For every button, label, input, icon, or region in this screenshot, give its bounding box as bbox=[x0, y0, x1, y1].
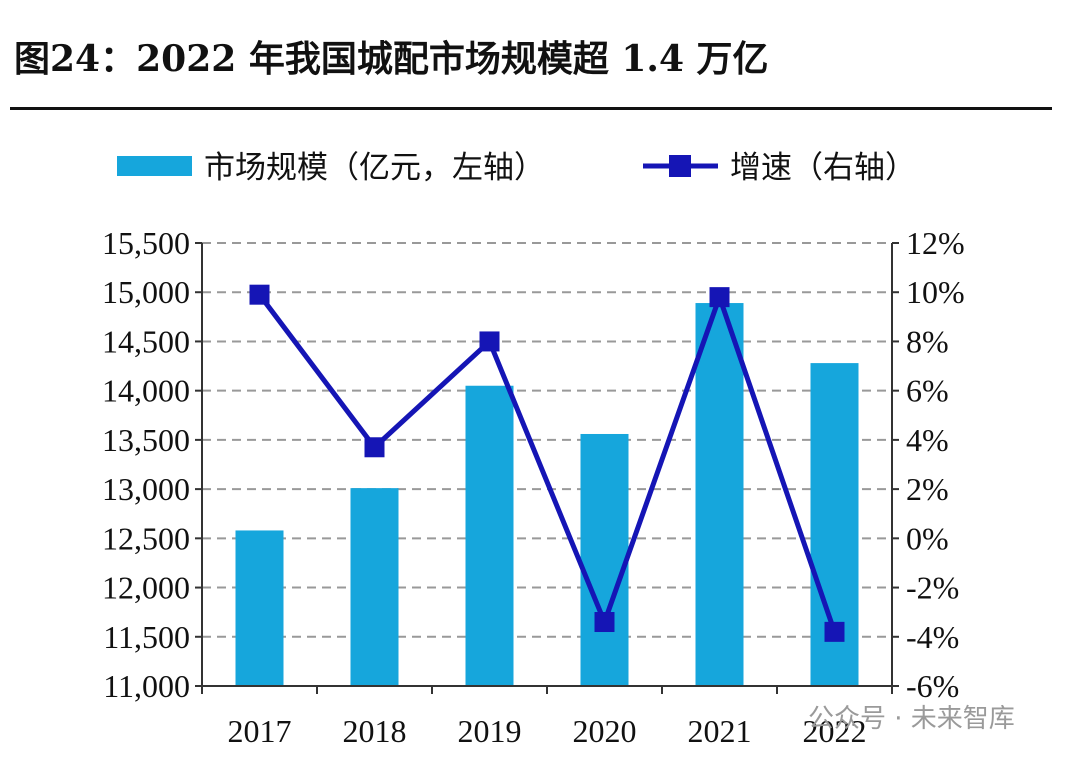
y-right-label: 4% bbox=[906, 422, 949, 458]
growth-marker-2022 bbox=[824, 621, 845, 642]
tick-labels: 11,000 11,500 12,000 12,500 13,000 13,500 14,0… bbox=[102, 225, 965, 749]
line-series bbox=[249, 284, 845, 642]
x-label: 2020 bbox=[573, 713, 637, 749]
y-left-label: 11,500 bbox=[103, 619, 190, 655]
y-right-label: -2% bbox=[906, 570, 959, 606]
y-left-label: 14,500 bbox=[102, 323, 190, 359]
y-left-label: 15,500 bbox=[102, 225, 190, 261]
y-right-label: 6% bbox=[906, 373, 949, 409]
y-right-label: 8% bbox=[906, 323, 949, 359]
x-label: 2019 bbox=[458, 713, 522, 749]
legend: 市场规模（亿元，左轴） 增速（右轴） bbox=[117, 150, 916, 186]
growth-line bbox=[257, 293, 837, 633]
y-left-label: 13,500 bbox=[102, 422, 190, 458]
growth-marker-2021 bbox=[709, 287, 730, 308]
bar-2017 bbox=[235, 530, 284, 686]
legend-marker bbox=[669, 155, 691, 177]
gridlines bbox=[202, 242, 892, 638]
watermark-text: 公众号 · 未来智库 bbox=[808, 704, 1015, 734]
y-left-label: 12,500 bbox=[102, 520, 190, 556]
x-label: 2022 bbox=[803, 713, 867, 749]
legend-label-bar: 市场规模（亿元，左轴） bbox=[204, 150, 545, 186]
title-rule bbox=[10, 107, 1052, 110]
growth-marker-2019 bbox=[479, 331, 500, 352]
bar-2018 bbox=[350, 488, 399, 686]
growth-marker-2017 bbox=[249, 284, 270, 305]
x-label: 2017 bbox=[228, 713, 292, 749]
growth-marker-2020 bbox=[594, 612, 615, 633]
x-label: 2021 bbox=[688, 713, 752, 749]
axes bbox=[195, 242, 899, 694]
bar-series bbox=[235, 303, 859, 686]
bar-2019 bbox=[465, 385, 514, 686]
y-right-label: 2% bbox=[906, 471, 949, 507]
y-left-label: 13,000 bbox=[102, 471, 190, 507]
y-right-label: -4% bbox=[906, 619, 959, 655]
bar-2021 bbox=[695, 303, 744, 686]
y-right-label: -6% bbox=[906, 668, 959, 704]
x-label: 2018 bbox=[343, 713, 407, 749]
y-left-label: 11,000 bbox=[103, 668, 190, 704]
bar-2020 bbox=[580, 433, 629, 686]
y-left-label: 14,000 bbox=[102, 373, 190, 409]
y-right-label: 0% bbox=[906, 520, 949, 556]
legend-swatch-bar bbox=[117, 156, 192, 176]
legend-label-line: 增速（右轴） bbox=[730, 150, 916, 186]
y-right-label: 12% bbox=[906, 225, 965, 261]
chart-title: 图24：2022 年我国城配市场规模超 1.4 万亿 bbox=[14, 38, 769, 80]
y-left-label: 12,000 bbox=[102, 570, 190, 606]
growth-marker-2018 bbox=[364, 437, 385, 458]
y-left-label: 15,000 bbox=[102, 274, 190, 310]
y-right-label: 10% bbox=[906, 274, 965, 310]
